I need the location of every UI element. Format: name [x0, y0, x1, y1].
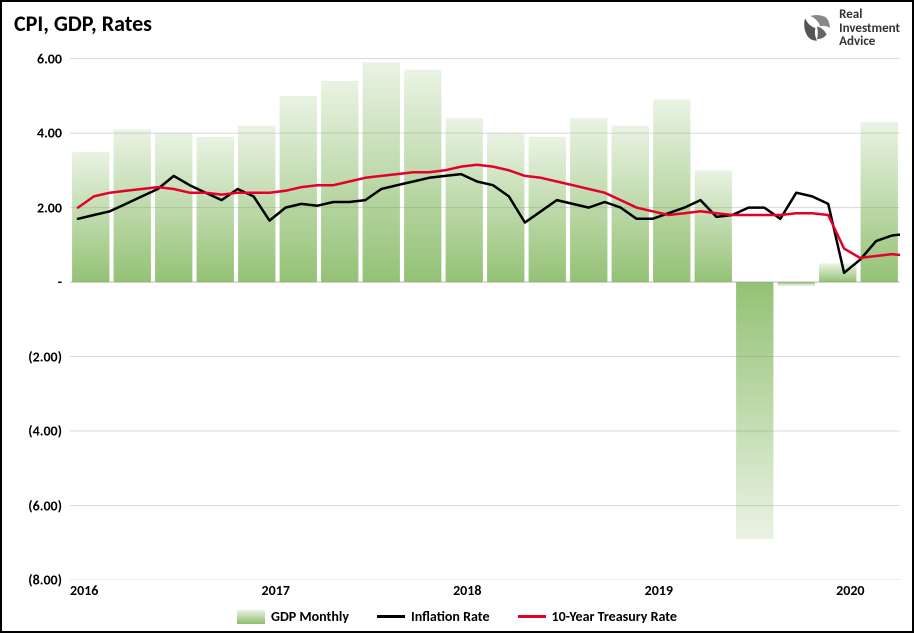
gdp-bar	[695, 170, 732, 282]
gdp-bar	[446, 118, 483, 282]
y-tick-label: (8.00)	[2, 572, 62, 589]
legend-label: GDP Monthly	[271, 608, 349, 625]
y-tick-label: 6.00	[2, 50, 62, 67]
gdp-bar	[487, 133, 524, 282]
legend-item: GDP Monthly	[237, 608, 349, 625]
gdp-bar	[778, 282, 815, 286]
x-tick-label: 2018	[453, 582, 481, 599]
gdp-bar	[238, 126, 275, 282]
y-tick-label: 4.00	[2, 125, 62, 142]
y-tick-label: 2.00	[2, 199, 62, 216]
y-tick-label: (2.00)	[2, 348, 62, 365]
legend-swatch	[518, 615, 546, 618]
plot-area	[70, 40, 900, 580]
gdp-bar	[653, 100, 690, 282]
legend-item: Inflation Rate	[377, 608, 490, 625]
legend-item: 10-Year Treasury Rate	[518, 608, 677, 625]
legend-label: 10-Year Treasury Rate	[552, 608, 677, 625]
legend-swatch	[237, 610, 265, 624]
y-tick-label: (4.00)	[2, 423, 62, 440]
chart-title: CPI, GDP, Rates	[14, 10, 152, 37]
x-tick-label: 2016	[70, 582, 98, 599]
gdp-bar	[155, 133, 192, 282]
gdp-bar	[529, 137, 566, 282]
chart-frame: CPI, GDP, Rates Real Investment Advice (…	[0, 0, 914, 633]
y-tick-label: -	[2, 274, 62, 291]
y-tick-label: (6.00)	[2, 497, 62, 514]
legend-label: Inflation Rate	[411, 608, 490, 625]
gdp-bar	[570, 118, 607, 282]
x-tick-label: 2020	[836, 582, 864, 599]
gdp-bar	[363, 62, 400, 282]
x-tick-label: 2019	[645, 582, 673, 599]
gdp-bar	[736, 282, 773, 539]
legend: GDP Monthly Inflation Rate 10-Year Treasur…	[2, 608, 912, 625]
x-tick-label: 2017	[262, 582, 290, 599]
gdp-bar	[197, 137, 234, 282]
legend-swatch	[377, 615, 405, 618]
